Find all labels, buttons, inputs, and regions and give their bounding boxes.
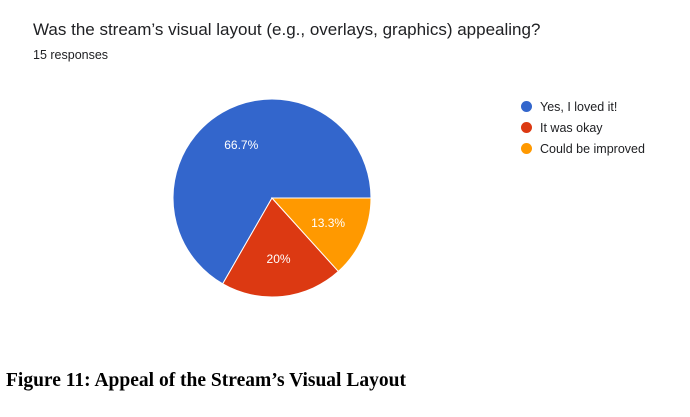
legend-item-2: It was okay [521, 117, 645, 138]
legend-swatch-icon [521, 143, 532, 154]
legend-swatch-icon [521, 101, 532, 112]
legend-label: Could be improved [540, 141, 645, 156]
legend-swatch-icon [521, 122, 532, 133]
pie-slice-2 [221, 197, 340, 298]
slice-label-3: 13.3% [311, 216, 345, 230]
legend-label: Yes, I loved it! [540, 99, 618, 114]
pie-slice-3 [270, 197, 372, 273]
legend-item-1: Yes, I loved it! [521, 96, 645, 117]
legend-label: It was okay [540, 120, 603, 135]
response-count: 15 responses [33, 48, 109, 62]
pie-slice-1 [172, 98, 372, 285]
question-title: Was the stream’s visual layout (e.g., ov… [33, 20, 541, 39]
legend-item-3: Could be improved [521, 138, 645, 159]
slice-label-1: 66.7% [224, 138, 258, 152]
figure-caption: Figure 11: Appeal of the Stream’s Visual… [6, 370, 406, 391]
slice-label-2: 20% [267, 252, 291, 266]
chart-legend: Yes, I loved it! It was okay Could be impr… [521, 96, 645, 159]
